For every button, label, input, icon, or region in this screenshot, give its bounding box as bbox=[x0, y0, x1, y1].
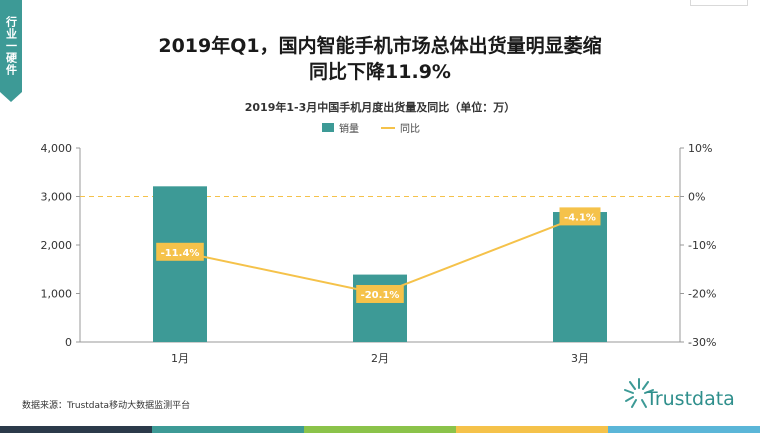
strip-segment bbox=[304, 426, 456, 433]
logo-text: Trustdata bbox=[646, 388, 735, 410]
strip-segment bbox=[608, 426, 760, 433]
headline: 2019年Q1，国内智能手机市场总体出货量明显萎缩 同比下降11.9% bbox=[0, 33, 760, 85]
left-tick-label: 1,000 bbox=[41, 288, 73, 301]
left-tick-label: 3,000 bbox=[41, 191, 73, 204]
right-tick-label: -10% bbox=[688, 239, 716, 252]
strip-segment bbox=[152, 426, 304, 433]
yoy-label-box bbox=[156, 242, 204, 261]
bar-sales bbox=[553, 212, 607, 342]
bottom-color-strip bbox=[0, 426, 760, 433]
data-source: 数据来源：Trustdata移动大数据监测平台 bbox=[22, 401, 191, 411]
right-tick-label: -20% bbox=[688, 288, 716, 301]
bar-sales bbox=[153, 186, 207, 342]
chart-title: 2019年1-3月中国手机月度出货量及同比（单位：万） bbox=[244, 101, 516, 114]
x-tick-label: 3月 bbox=[571, 352, 589, 365]
yoy-label-box bbox=[356, 284, 404, 303]
legend-line-swatch bbox=[381, 126, 395, 129]
yoy-label-box bbox=[559, 207, 601, 226]
yoy-data-label: -4.1% bbox=[564, 212, 596, 223]
right-tick-label: -30% bbox=[688, 336, 716, 349]
headline-line-1: 2019年Q1，国内智能手机市场总体出货量明显萎缩 bbox=[158, 35, 602, 57]
x-tick-label: 2月 bbox=[371, 352, 389, 365]
left-tick-label: 0 bbox=[65, 336, 72, 349]
headline-line-2: 同比下降11.9% bbox=[309, 61, 451, 83]
x-tick-label: 1月 bbox=[171, 352, 189, 365]
trustdata-logo-icon bbox=[624, 378, 654, 408]
bar-sales bbox=[353, 274, 407, 342]
corner-frame bbox=[690, 0, 748, 6]
legend-label-sales: 销量 bbox=[339, 124, 359, 135]
yoy-data-label: -11.4% bbox=[161, 248, 200, 259]
legend-label-yoy: 同比 bbox=[400, 124, 420, 135]
right-tick-label: 10% bbox=[688, 142, 712, 155]
strip-segment bbox=[456, 426, 608, 433]
legend-bar-swatch bbox=[322, 123, 334, 132]
strip-segment bbox=[0, 426, 152, 433]
chart-legend: 销量 同比 bbox=[322, 120, 420, 135]
right-tick-label: 0% bbox=[688, 191, 705, 204]
left-tick-label: 2,000 bbox=[41, 239, 73, 252]
left-tick-label: 4,000 bbox=[41, 142, 73, 155]
yoy-data-label: -20.1% bbox=[361, 290, 400, 301]
category-tag: 行业一硬件 bbox=[0, 0, 22, 102]
